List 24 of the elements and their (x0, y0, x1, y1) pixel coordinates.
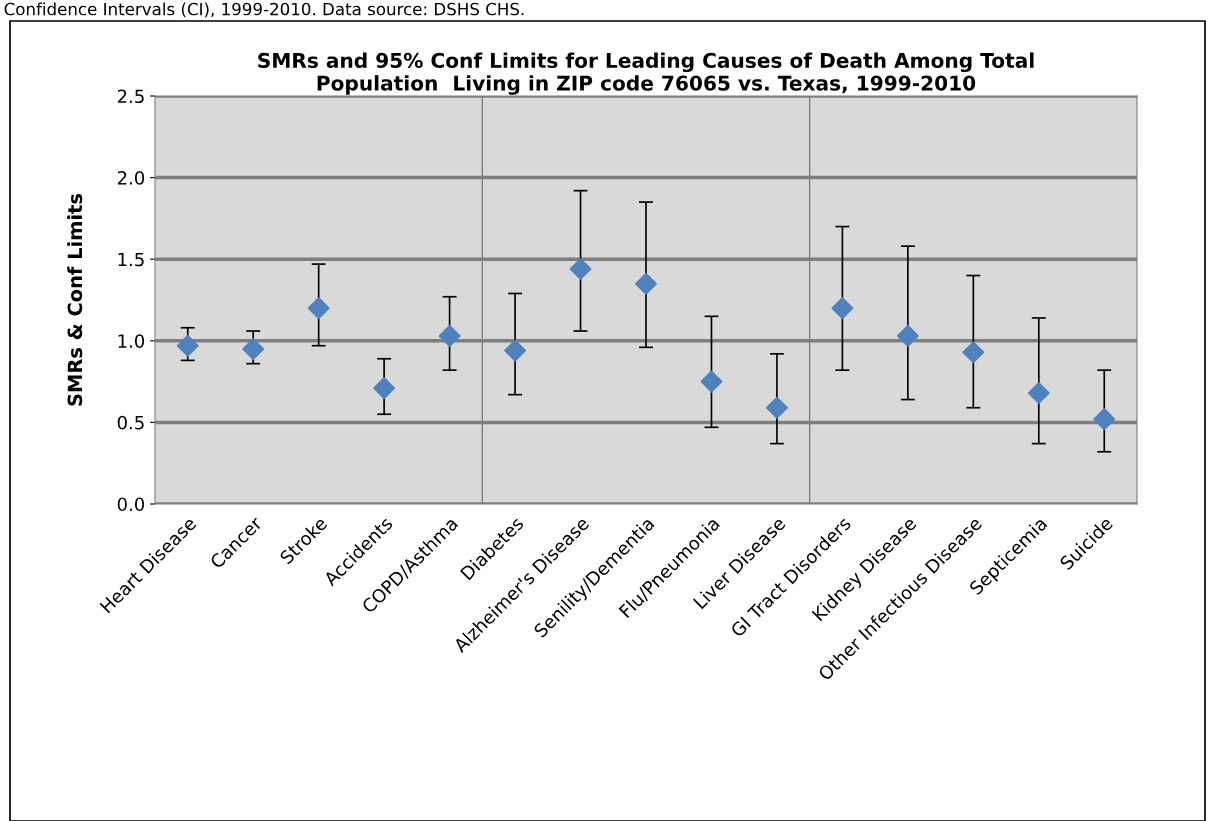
chart-title: SMRs and 95% Conf Limits for Leading Causes of Death Among Total Population Living in ZIP code 76065 vs. Texas, 1999-2010 (258, 52, 1034, 95)
point (962, 341, 985, 364)
y-tick-label: 2.5 (117, 89, 144, 104)
point (176, 334, 199, 357)
point (373, 377, 396, 400)
point (700, 370, 723, 393)
y-tick-label: 0.5 (117, 415, 144, 430)
point (896, 324, 919, 347)
point (438, 324, 461, 347)
y-tick-label: 1.5 (118, 252, 144, 267)
point (635, 272, 657, 295)
point (242, 337, 265, 360)
point (307, 297, 330, 320)
y-tick-label: 0.0 (117, 497, 145, 512)
point (569, 257, 592, 280)
point (1093, 408, 1116, 431)
point (1027, 382, 1050, 405)
text: Confidence Intervals (CI), 1999-2010. Data source: DSHS CHS. (4, 2, 524, 18)
point (831, 297, 854, 320)
y-tick-label: 2.0 (117, 171, 145, 185)
point (765, 396, 788, 419)
point (504, 339, 527, 362)
y-axis-title: SMRs & Conf Limits (67, 193, 83, 406)
y-tick-label: 1.0 (118, 334, 145, 348)
